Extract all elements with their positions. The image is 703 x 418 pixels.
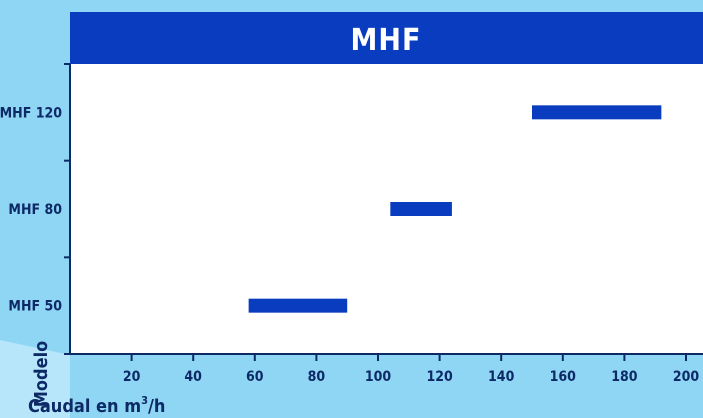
- category-label: MHF 50: [8, 299, 62, 315]
- category-labels: MHF 50 MHF 80 MHF 120: [0, 105, 62, 314]
- category-label: MHF 80: [8, 202, 62, 218]
- chart-title: MHF: [351, 23, 422, 58]
- category-label: MHF 120: [0, 105, 62, 121]
- y-axis-ticks: [64, 63, 70, 355]
- x-tick-label: 160: [550, 369, 577, 385]
- decorative-wedge: [0, 340, 70, 418]
- y-axis-title: Modelo: [31, 341, 52, 408]
- range-bar: [532, 105, 662, 120]
- x-axis-title-unit: /h: [148, 396, 165, 417]
- x-tick-label: 140: [488, 369, 515, 385]
- range-bar: [248, 298, 348, 313]
- x-tick-label: 40: [184, 369, 202, 385]
- x-tick-label: 180: [611, 369, 638, 385]
- x-tick-label: 100: [365, 369, 392, 385]
- x-tick-label: 120: [426, 369, 453, 385]
- x-tick-label: 80: [308, 369, 326, 385]
- x-axis-title: Caudal en m3/h: [28, 394, 165, 417]
- x-tick-label: 200: [673, 369, 700, 385]
- range-bar: [390, 202, 452, 216]
- x-tick-label: 20: [123, 369, 141, 385]
- x-axis-title-main: Caudal en m: [28, 396, 141, 417]
- range-bars: [248, 105, 662, 313]
- title-band: [70, 12, 703, 64]
- x-axis-ticks: 20 40 60 80 100 120 140 160 180 200: [123, 354, 700, 385]
- x-axis-title-sup: 3: [141, 394, 148, 407]
- x-tick-label: 60: [246, 369, 264, 385]
